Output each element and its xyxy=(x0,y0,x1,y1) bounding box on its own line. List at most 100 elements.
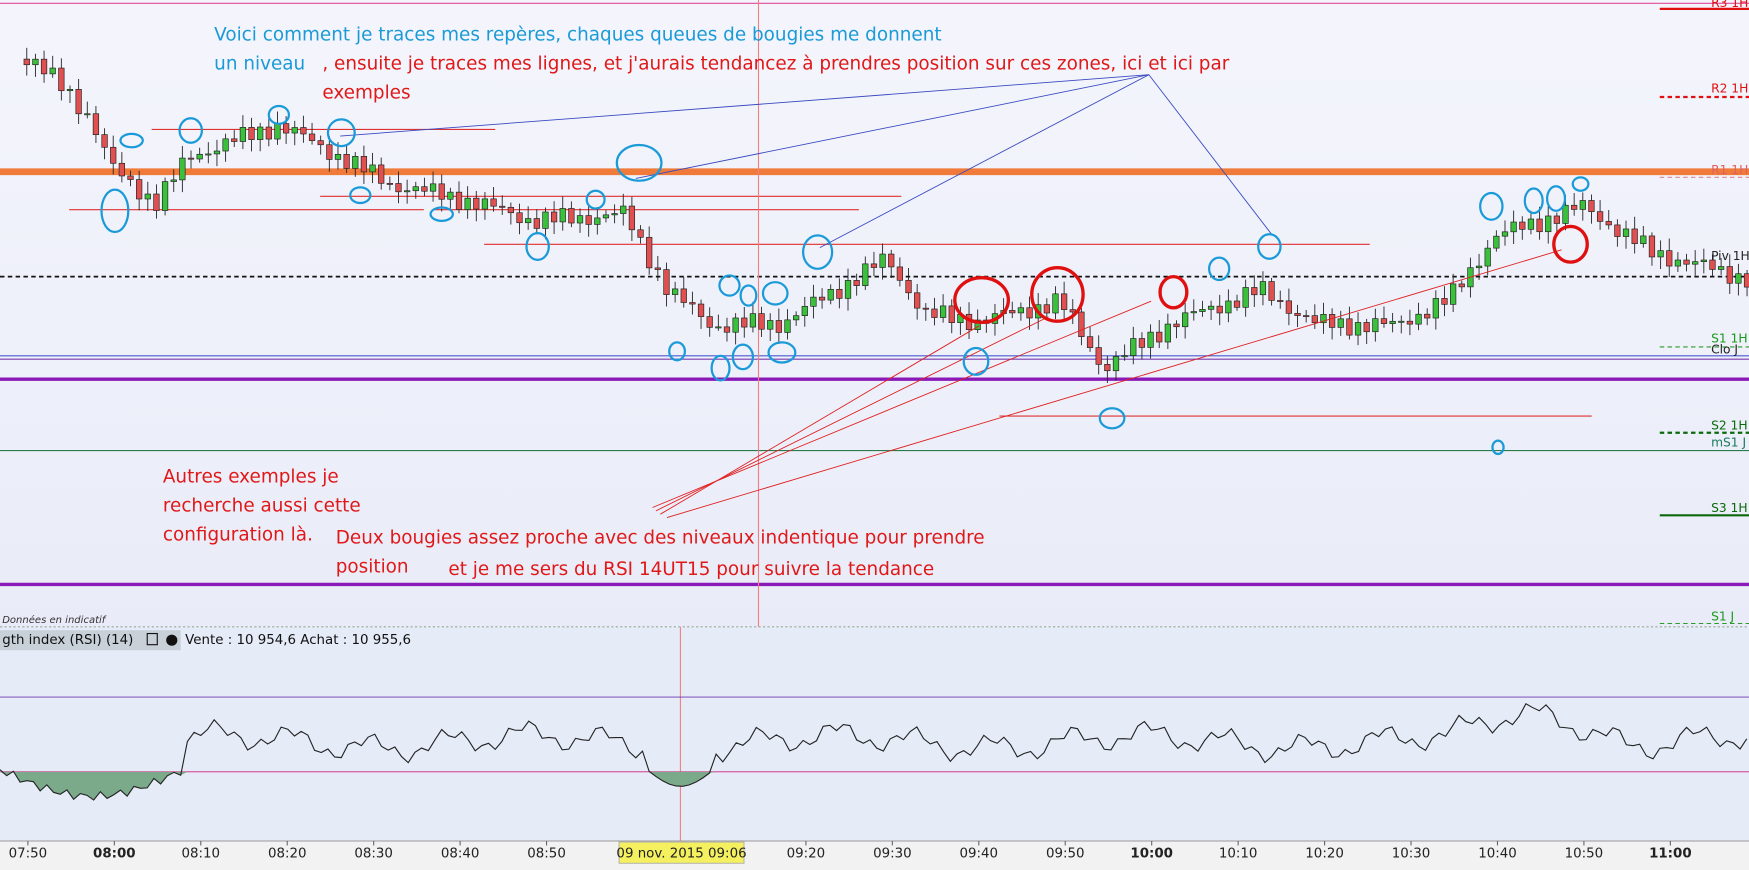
candle-body xyxy=(775,320,782,333)
candle-body xyxy=(1173,323,1180,328)
x-tick-label: 10:20 xyxy=(1305,846,1344,861)
candle-body xyxy=(1700,259,1707,262)
candle-body xyxy=(118,162,125,177)
candle-body xyxy=(222,138,229,152)
candle-body xyxy=(58,67,65,92)
candle-body xyxy=(870,263,878,268)
level-label: Piv 1H xyxy=(1711,249,1749,263)
candle-body xyxy=(525,218,532,224)
cursor-label-bg xyxy=(618,841,745,864)
candle-body xyxy=(282,123,290,134)
candle-body xyxy=(741,317,748,328)
candle-body xyxy=(853,280,860,286)
candle-body xyxy=(1726,266,1733,284)
candle-body xyxy=(1527,218,1535,230)
candle-body xyxy=(1519,221,1526,230)
annotation-text: et je me sers du RSI 14UT15 pour suivre … xyxy=(448,559,934,580)
level-label: R2 1H xyxy=(1711,82,1748,96)
annotation-text: position xyxy=(336,557,409,578)
candle-body xyxy=(75,89,82,115)
candle-body xyxy=(170,179,177,182)
candle-body xyxy=(40,58,48,75)
candle-body xyxy=(205,153,212,156)
candle-body xyxy=(663,269,670,295)
candle-body xyxy=(905,279,912,294)
x-tick-label: 08:50 xyxy=(527,846,566,861)
x-tick-label: 09:50 xyxy=(1046,846,1085,861)
candle-body xyxy=(550,211,558,223)
candle-body xyxy=(1398,320,1405,323)
candle-body xyxy=(516,212,523,224)
x-tick-label: 09:20 xyxy=(787,846,826,861)
candle-body xyxy=(1484,247,1491,267)
candle-body xyxy=(1389,320,1396,324)
level-label: S1 1H xyxy=(1711,332,1747,346)
candle-body xyxy=(1666,250,1673,267)
candle-body xyxy=(1475,265,1483,269)
candle-body xyxy=(931,308,938,318)
candle-body xyxy=(1078,311,1085,337)
rsi-icons[interactable] xyxy=(146,632,178,646)
candle-body xyxy=(499,205,506,208)
candle-body xyxy=(248,127,255,140)
candle-body xyxy=(706,316,713,328)
level-label: S1 J xyxy=(1711,609,1734,623)
candle-body xyxy=(1311,315,1318,324)
candle-body xyxy=(32,58,39,66)
candle-body xyxy=(1363,322,1370,333)
candle-body xyxy=(559,208,566,223)
candle-body xyxy=(818,296,826,301)
annotation-text: Voici comment je traces mes repères, cha… xyxy=(214,25,941,46)
candle-body xyxy=(490,198,497,207)
candle-body xyxy=(611,213,618,216)
candle-body xyxy=(326,144,333,160)
candle-body xyxy=(1614,224,1621,237)
time-axis-bar xyxy=(0,841,1749,870)
candle-body xyxy=(1121,355,1128,358)
candle-body xyxy=(136,179,143,200)
candle-body xyxy=(732,317,739,333)
candle-body xyxy=(914,292,921,309)
candle-body xyxy=(300,127,307,135)
x-tick-label: 09:40 xyxy=(960,846,999,861)
candle-body xyxy=(421,186,428,192)
candle-body xyxy=(723,326,731,333)
level-label: R1 1H xyxy=(1711,163,1748,177)
x-tick-label: 08:10 xyxy=(182,846,221,861)
x-tick-label: 10:10 xyxy=(1219,846,1258,861)
candle-body xyxy=(1406,320,1414,325)
candle-body xyxy=(1588,200,1595,212)
annotation-text: Deux bougies assez proche avec des nivea… xyxy=(336,528,985,549)
annotation-text: un niveau xyxy=(214,54,305,75)
candle-body xyxy=(862,263,869,286)
candle-body xyxy=(974,319,981,330)
candle-body xyxy=(637,229,644,238)
candle-body xyxy=(1562,204,1569,224)
candle-body xyxy=(948,305,955,323)
candle-body xyxy=(92,113,100,135)
candle-body xyxy=(1112,356,1120,372)
candle-body xyxy=(1596,211,1604,222)
candle-body xyxy=(110,146,117,164)
candle-body xyxy=(1493,235,1500,249)
candle-body xyxy=(1259,281,1267,296)
candle-body xyxy=(1380,318,1388,324)
candle-body xyxy=(620,205,627,214)
candle-body xyxy=(922,307,929,310)
x-tick-label: 11:00 xyxy=(1649,846,1692,861)
candle-body xyxy=(265,126,272,140)
candle-body xyxy=(793,315,800,321)
candle-body xyxy=(473,197,480,210)
blue-circles xyxy=(100,104,1590,456)
candle-body xyxy=(1354,322,1362,336)
candle-body xyxy=(1320,314,1327,324)
candle-body xyxy=(1510,221,1517,233)
candle-body xyxy=(585,215,592,225)
candle-body xyxy=(1674,259,1682,267)
candle-body xyxy=(1242,287,1249,308)
candle-body xyxy=(1501,231,1509,237)
candle-body xyxy=(291,127,298,134)
candle-body xyxy=(317,140,324,146)
rsi-quote: Vente : 10 954,6 Achat : 10 955,6 xyxy=(185,633,411,648)
